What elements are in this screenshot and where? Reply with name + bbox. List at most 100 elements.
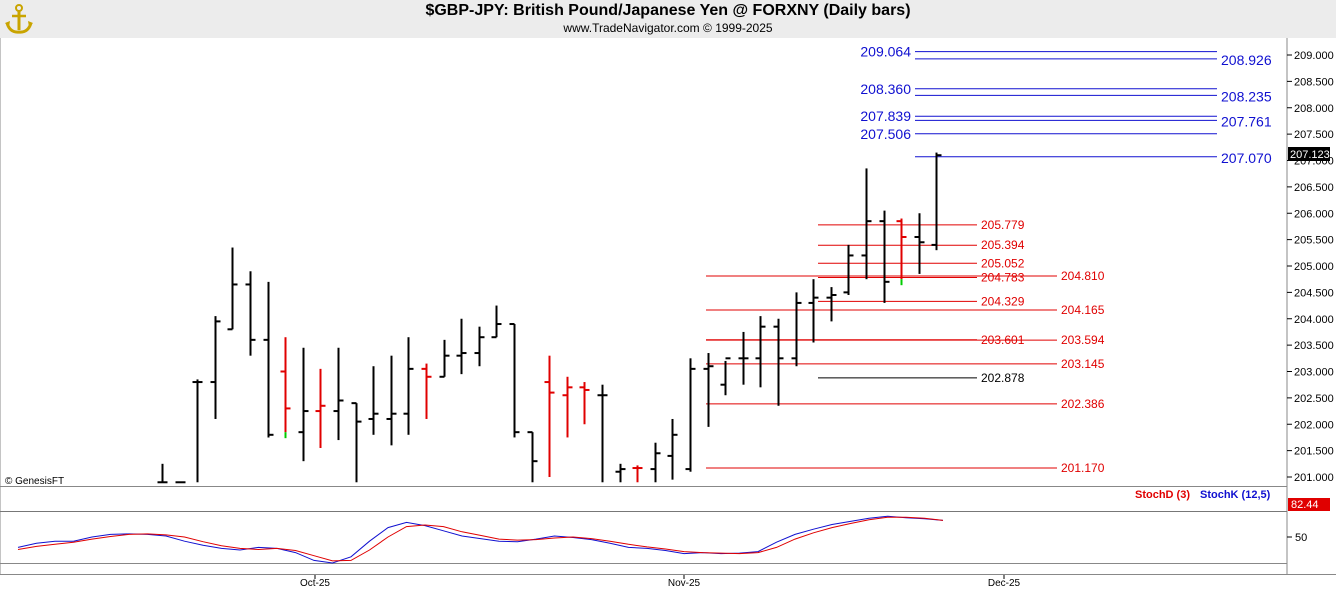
x-tick-label: Nov-25 — [668, 578, 701, 589]
y-tick-label: 201.500 — [1294, 446, 1334, 458]
ohlc-bar — [192, 379, 203, 483]
level-label: 201.170 — [1061, 461, 1105, 475]
ohlc-bar — [579, 382, 590, 425]
anchor-logo-icon — [4, 3, 34, 35]
stoch-value-label: 82.44 — [1291, 499, 1319, 511]
stoch-tick-50: 50 — [1295, 532, 1307, 544]
level-label: 203.594 — [1061, 333, 1105, 347]
ohlc-bar — [263, 281, 274, 438]
y-tick-label: 206.000 — [1294, 208, 1334, 220]
ohlc-bar — [210, 316, 221, 419]
level-label: 208.235 — [1221, 88, 1272, 104]
level-label: 202.878 — [981, 371, 1025, 385]
last-price-label: 207.123 — [1290, 149, 1330, 161]
ohlc-bar — [439, 339, 450, 378]
ohlc-bar — [826, 287, 837, 322]
level-label: 207.070 — [1221, 150, 1272, 166]
level-label: 204.810 — [1061, 269, 1105, 283]
stoch-d-line — [17, 516, 944, 562]
ohlc-bar — [491, 305, 502, 339]
ohlc-bar — [333, 347, 344, 441]
last-price-marker: 207.123 — [1288, 147, 1330, 161]
y-tick-label: 204.000 — [1294, 314, 1334, 326]
chart-title: $GBP-JPY: British Pound/Japanese Yen @ F… — [425, 2, 911, 19]
ohlc-bar — [808, 279, 819, 343]
level-label: 204.165 — [1061, 303, 1105, 317]
level-label: 208.360 — [860, 81, 911, 97]
ohlc-bar — [509, 323, 520, 438]
ohlc-bar — [791, 292, 802, 367]
ohlc-bar — [738, 331, 749, 385]
x-tick-label: Dec-25 — [988, 578, 1021, 589]
stoch-d-legend: StochD (3) — [1135, 489, 1190, 501]
level-lines: 209.064 208.926 208.360 208.235 207.839 207.7… — [706, 44, 1272, 475]
level-label: 204.329 — [981, 294, 1025, 308]
y-tick-label: 206.500 — [1294, 182, 1334, 194]
ohlc-bar — [280, 337, 291, 439]
ohlc-bar — [562, 376, 573, 438]
ohlc-bar — [157, 463, 168, 484]
ohlc-bar — [685, 358, 696, 472]
y-tick-label: 205.000 — [1294, 261, 1334, 273]
ohlc-bar — [667, 418, 678, 480]
x-tick-label: Oct-25 — [300, 578, 330, 589]
y-tick-label: 201.000 — [1294, 472, 1334, 484]
ohlc-bar — [421, 363, 432, 419]
ohlc-bar — [368, 366, 379, 435]
level-label: 204.783 — [981, 270, 1025, 284]
level-label: 209.064 — [860, 44, 911, 60]
level-label: 205.052 — [981, 256, 1025, 270]
level-label: 205.779 — [981, 218, 1025, 232]
level-label: 208.926 — [1221, 52, 1272, 68]
price-axis: 209.000208.500208.000207.500207.000206.5… — [1287, 50, 1334, 484]
ohlc-bar — [351, 402, 362, 483]
ohlc-bar — [298, 347, 309, 462]
stochastic-panel: StochD (3) StochK (12,5) 82.44 50 — [17, 489, 1330, 564]
date-axis: Oct-25 Nov-25 Dec-25 — [300, 575, 1021, 589]
level-label: 207.839 — [860, 108, 911, 124]
ohlc-bar — [879, 210, 890, 303]
y-tick-label: 208.500 — [1294, 76, 1334, 88]
ohlc-bar — [386, 355, 397, 446]
ohlc-bar — [720, 357, 731, 396]
y-tick-label: 209.000 — [1294, 50, 1334, 62]
ohlc-bar — [650, 442, 661, 483]
y-tick-label: 203.000 — [1294, 367, 1334, 379]
ohlc-bar — [914, 213, 925, 274]
y-tick-label: 202.500 — [1294, 393, 1334, 405]
stoch-k-line — [17, 515, 944, 564]
copyright-label: © GenesisFT — [5, 476, 64, 487]
stoch-k-legend: StochK (12,5) — [1200, 489, 1271, 501]
ohlc-bar — [474, 326, 485, 367]
ohlc-bar — [544, 355, 555, 477]
y-tick-label: 202.000 — [1294, 419, 1334, 431]
level-label: 202.386 — [1061, 397, 1105, 411]
ohlc-bar — [896, 218, 907, 286]
title-bar: $GBP-JPY: British Pound/Japanese Yen @ F… — [0, 0, 1336, 38]
ohlc-bar — [315, 368, 326, 448]
level-label: 203.145 — [1061, 357, 1105, 371]
chart-subtitle: www.TradeNavigator.com © 1999-2025 — [563, 21, 773, 35]
ohlc-bar — [403, 337, 414, 435]
ohlc-bar — [861, 168, 872, 280]
y-tick-label: 207.500 — [1294, 129, 1334, 141]
ohlc-bar — [632, 465, 643, 483]
y-tick-label: 203.500 — [1294, 340, 1334, 352]
y-tick-label: 205.500 — [1294, 235, 1334, 247]
y-tick-label: 208.000 — [1294, 103, 1334, 115]
ohlc-bar — [597, 384, 608, 483]
ohlc-bar — [227, 247, 238, 331]
ohlc-bar — [615, 463, 626, 483]
chart-frame — [0, 38, 1336, 575]
ohlc-bar — [773, 318, 784, 406]
y-tick-label: 204.500 — [1294, 287, 1334, 299]
level-label: 207.761 — [1221, 113, 1272, 129]
ohlc-bar — [931, 152, 942, 251]
ohlc-bar — [527, 431, 538, 483]
ohlc-bars — [157, 152, 942, 484]
level-label: 205.394 — [981, 238, 1025, 252]
level-label: 207.506 — [860, 126, 911, 142]
ohlc-bar — [456, 318, 467, 375]
ohlc-bar — [755, 316, 766, 388]
